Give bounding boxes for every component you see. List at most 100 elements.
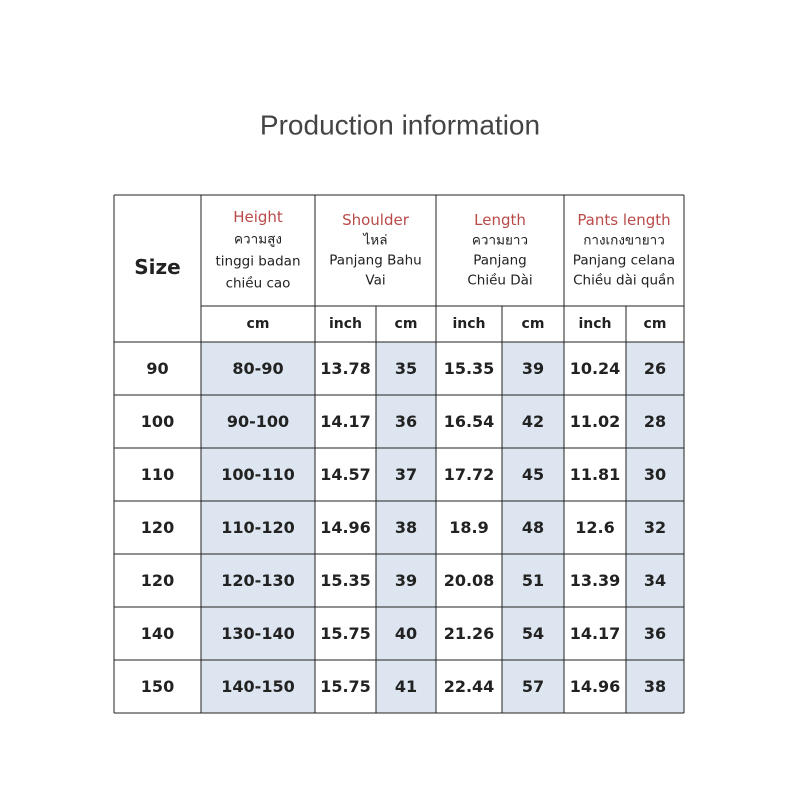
table-cell: 10.24 [570, 359, 621, 378]
group-subtitle: Chiều Dài [467, 272, 532, 289]
cell-shade [376, 448, 436, 501]
size-header: Size [134, 255, 180, 279]
table-cell: 34 [644, 571, 666, 590]
table-cell: 15.75 [320, 624, 371, 643]
cell-shade [502, 660, 564, 713]
table-cell: 140 [141, 624, 174, 643]
table-cell: 14.96 [570, 677, 621, 696]
table-cell: 26 [644, 359, 666, 378]
table-cell: 11.81 [570, 465, 621, 484]
group-subtitle: Panjang celana [573, 253, 675, 269]
unit-label: inch [452, 316, 485, 332]
table-cell: 120 [141, 518, 174, 537]
page-title: Production information [260, 109, 540, 140]
cell-shade [376, 501, 436, 554]
cell-shade [502, 395, 564, 448]
table-cell: 15.35 [444, 359, 495, 378]
table-cell: 57 [522, 677, 544, 696]
cell-shade [376, 342, 436, 395]
table-cell: 54 [522, 624, 544, 643]
group-subtitle: ความยาว [472, 233, 528, 249]
table-cell: 39 [395, 571, 417, 590]
group-title: Pants length [577, 211, 670, 229]
group-subtitle: ไหล่ [363, 233, 388, 249]
table-cell: 13.78 [320, 359, 371, 378]
table-cell: 16.54 [444, 412, 495, 431]
group-subtitle: Vai [365, 273, 385, 289]
cell-shade [376, 660, 436, 713]
table-cell: 40 [395, 624, 417, 643]
table-cell: 18.9 [449, 518, 488, 537]
table-cell: 90 [146, 359, 168, 378]
table-cell: 130-140 [221, 624, 294, 643]
cell-shade [626, 342, 684, 395]
cell-shade [626, 607, 684, 660]
table-cell: 100 [141, 412, 174, 431]
table-cell: 14.57 [320, 465, 371, 484]
cell-shade [626, 501, 684, 554]
table-cell: 20.08 [444, 571, 495, 590]
table-cell: 14.17 [570, 624, 621, 643]
table-cell: 39 [522, 359, 544, 378]
group-title: Length [474, 211, 526, 229]
cell-shade [201, 554, 315, 607]
table-cell: 45 [522, 465, 544, 484]
unit-label: cm [247, 316, 270, 332]
cell-shade [376, 607, 436, 660]
table-cell: 41 [395, 677, 417, 696]
cell-shade [376, 395, 436, 448]
table-cell: 12.6 [575, 518, 614, 537]
cell-shade [626, 395, 684, 448]
table-cell: 38 [395, 518, 417, 537]
table-cell: 80-90 [232, 359, 283, 378]
cell-shade [502, 501, 564, 554]
cell-shade [502, 554, 564, 607]
table-cell: 22.44 [444, 677, 495, 696]
table-cell: 100-110 [221, 465, 294, 484]
table-cell: 14.17 [320, 412, 371, 431]
table-cell: 17.72 [444, 465, 495, 484]
cell-shade [626, 660, 684, 713]
table-cell: 110-120 [221, 518, 294, 537]
table-cell: 110 [141, 465, 174, 484]
table-cell: 120-130 [221, 571, 294, 590]
table-cell: 51 [522, 571, 544, 590]
table-cell: 140-150 [221, 677, 294, 696]
group-title: Height [233, 208, 283, 226]
cell-shade [626, 448, 684, 501]
table-cell: 30 [644, 465, 666, 484]
table-cell: 48 [522, 518, 544, 537]
table-cell: 32 [644, 518, 666, 537]
table-cell: 37 [395, 465, 417, 484]
table-cell: 90-100 [227, 412, 289, 431]
table-cell: 14.96 [320, 518, 371, 537]
unit-label: cm [644, 316, 667, 332]
table-cell: 15.35 [320, 571, 371, 590]
cell-shade [201, 501, 315, 554]
unit-label: inch [329, 316, 362, 332]
cell-shade [201, 448, 315, 501]
cell-shade [376, 554, 436, 607]
unit-label: cm [395, 316, 418, 332]
table-cell: 38 [644, 677, 666, 696]
table-cell: 42 [522, 412, 544, 431]
group-subtitle: tinggi badan [215, 254, 300, 270]
table-cell: 21.26 [444, 624, 495, 643]
table-cell: 36 [644, 624, 666, 643]
group-subtitle: Panjang [473, 253, 527, 269]
group-subtitle: chiều cao [226, 275, 291, 292]
cell-shade [626, 554, 684, 607]
cell-shade [201, 342, 315, 395]
cell-shade [502, 607, 564, 660]
table-cell: 120 [141, 571, 174, 590]
table-cell: 28 [644, 412, 666, 431]
group-subtitle: ความสูง [234, 232, 282, 248]
group-subtitle: Chiều dài quần [573, 272, 675, 289]
group-subtitle: กางเกงขายาว [583, 233, 665, 249]
table-cell: 35 [395, 359, 417, 378]
table-cell: 36 [395, 412, 417, 431]
group-subtitle: Panjang Bahu [329, 253, 421, 269]
table-cell: 13.39 [570, 571, 621, 590]
table-cell: 15.75 [320, 677, 371, 696]
